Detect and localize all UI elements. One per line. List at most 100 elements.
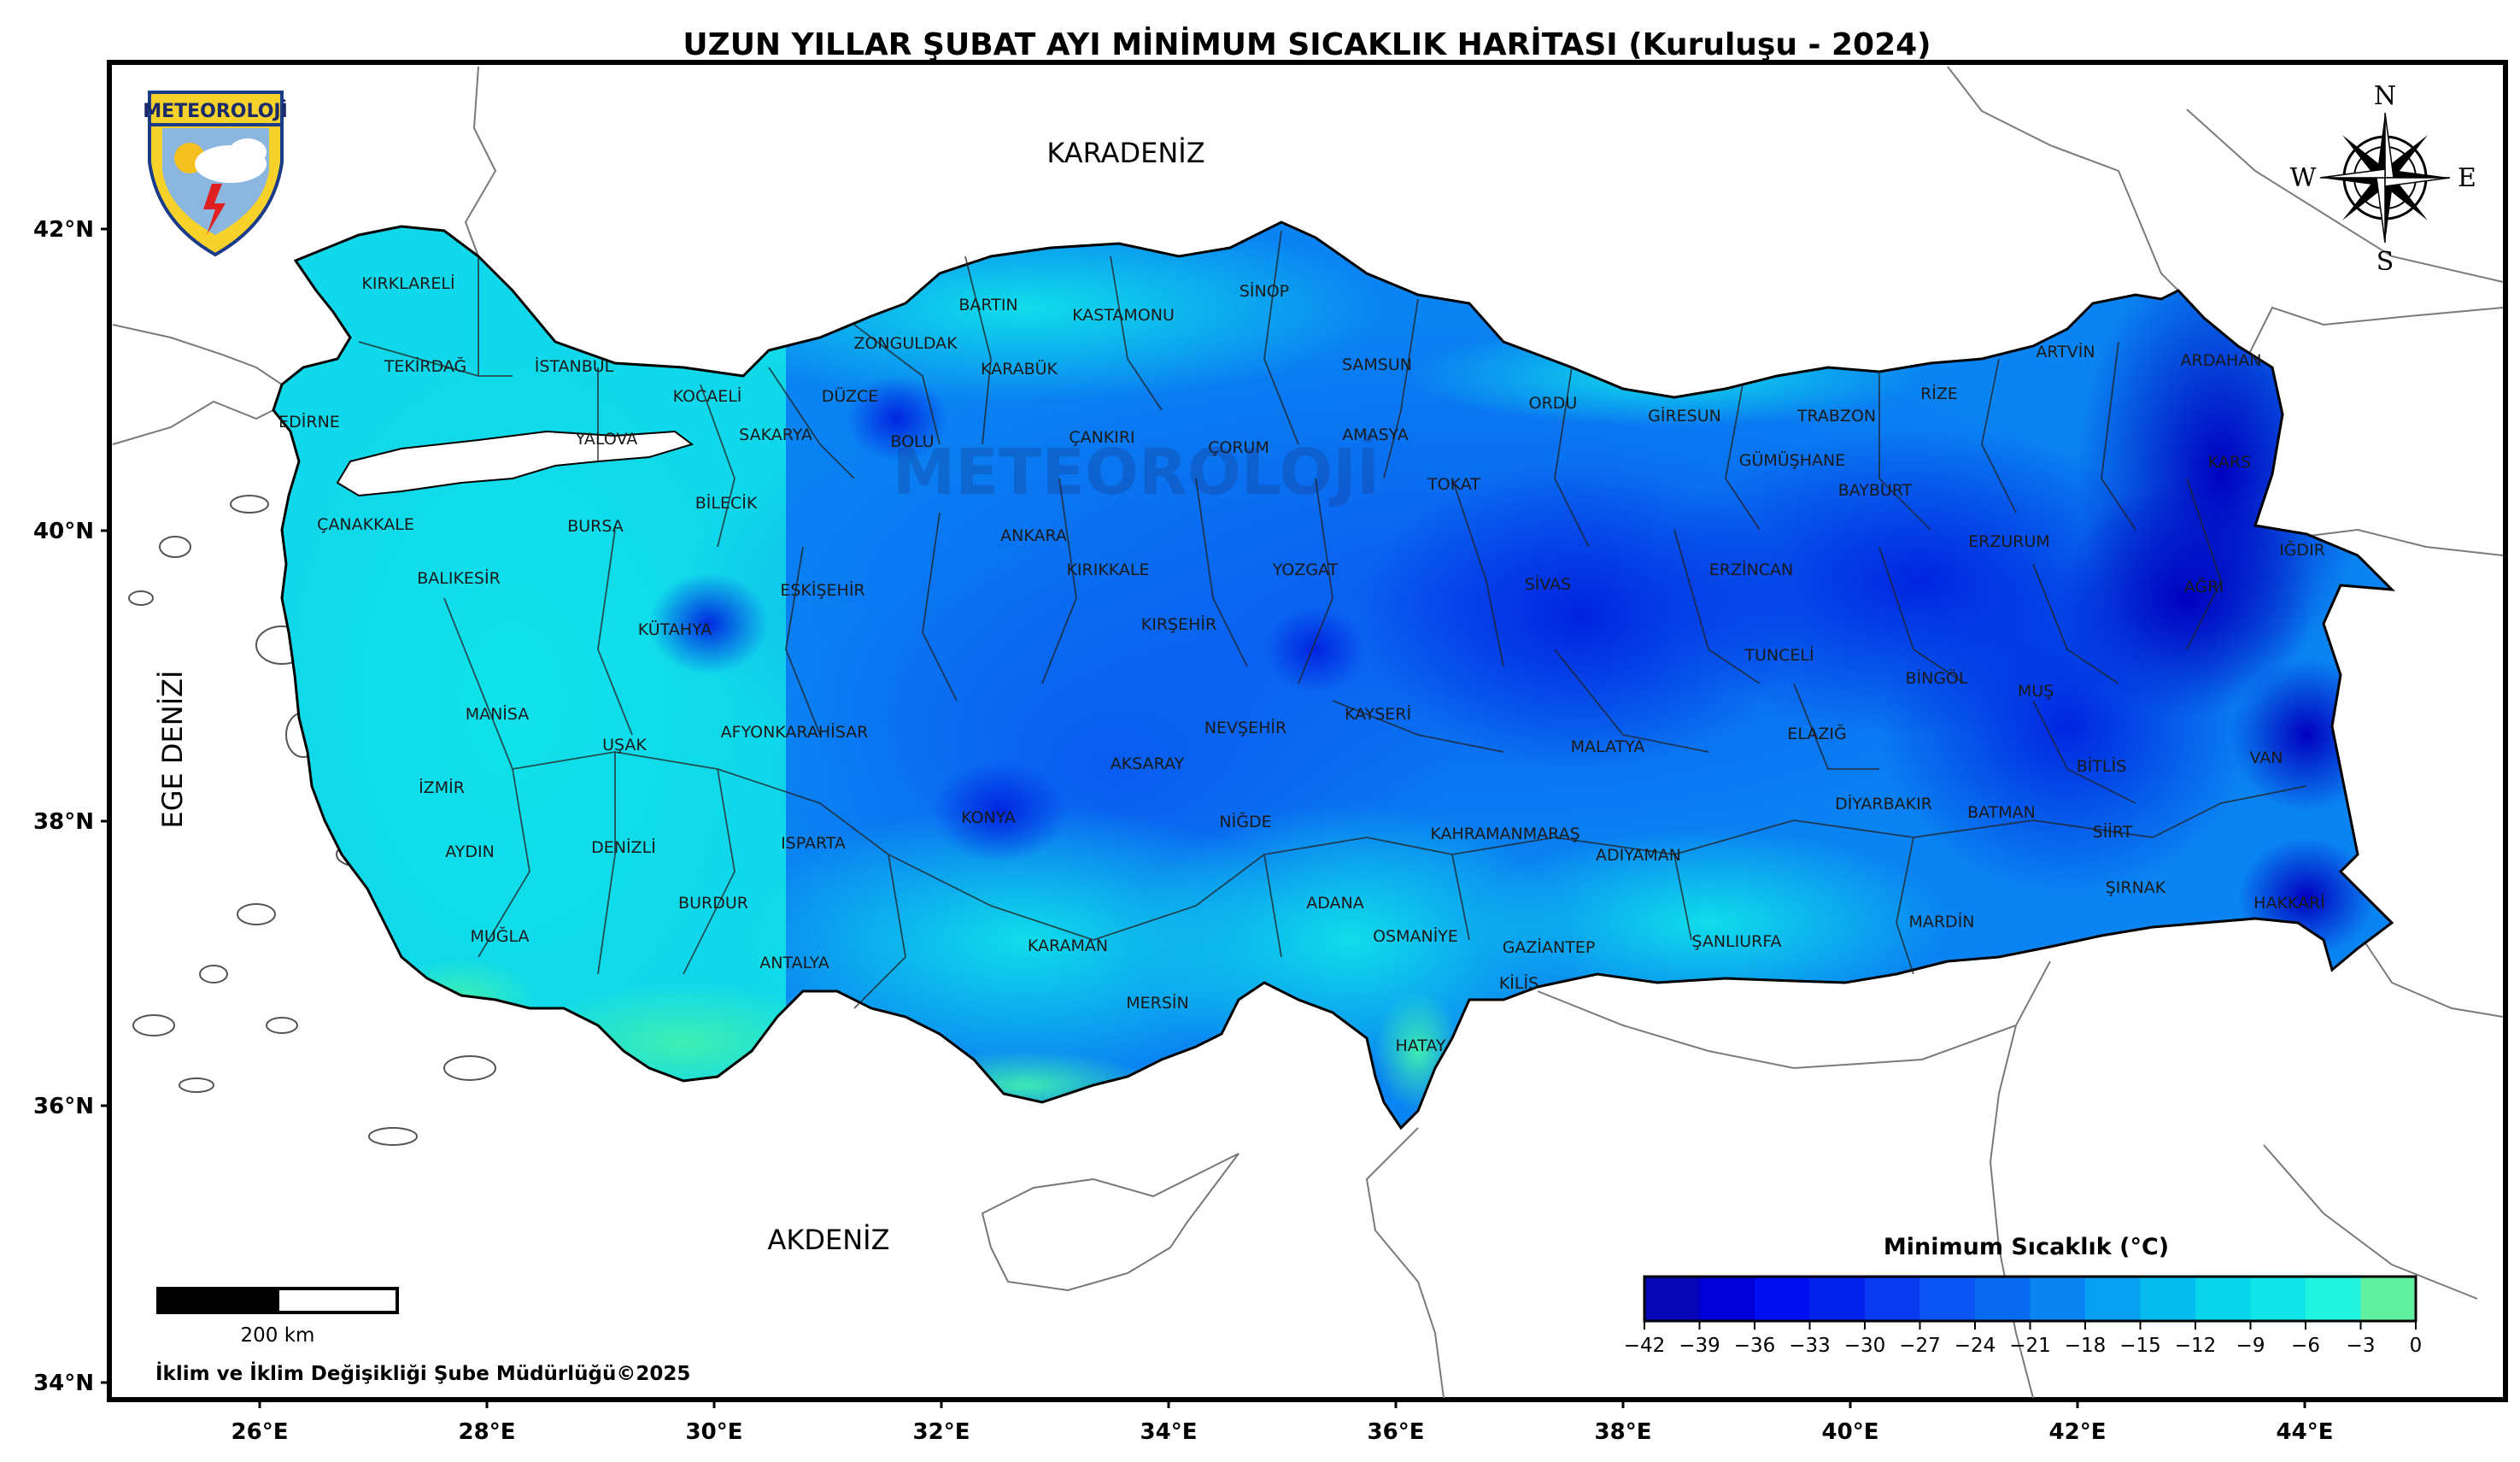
legend-swatch: [2140, 1277, 2196, 1321]
province-label: RİZE: [1920, 384, 1958, 403]
latitude-labels: 42°N 40°N 38°N 36°N 34°N: [33, 217, 109, 1396]
legend-tick-label: −33: [1789, 1335, 1831, 1357]
lat-label: 42°N: [33, 217, 94, 243]
province-label: AYDIN: [445, 843, 495, 861]
province-label: ADIYAMAN: [1596, 846, 1681, 865]
legend-swatch: [1699, 1277, 1755, 1321]
province-labels: KIRKLARELİ TEKİRDAĞ EDİRNE İSTANBUL KOCA…: [278, 273, 2325, 1055]
scale-bar-label: 200 km: [241, 1324, 315, 1347]
province-label: AMASYA: [1342, 426, 1409, 444]
province-label: OSMANİYE: [1373, 926, 1458, 946]
legend-tick-label: −24: [1954, 1335, 1996, 1357]
legend-swatch: [2250, 1277, 2306, 1321]
province-label: ÇORUM: [1208, 438, 1269, 457]
province-label: SİİRT: [2093, 822, 2133, 842]
province-label: BURSA: [567, 517, 624, 536]
legend-tick-label: −36: [1734, 1335, 1776, 1357]
province-borders: [358, 230, 2307, 1009]
legend-swatch: [1919, 1277, 1976, 1321]
province-label: DENİZLİ: [591, 837, 656, 857]
province-label: ERZİNCAN: [1709, 560, 1794, 579]
lat-label: 38°N: [33, 809, 94, 835]
province-label: ISPARTA: [781, 834, 846, 853]
province-label: KİLİS: [1499, 973, 1538, 993]
province-label: ARTVİN: [2036, 342, 2095, 361]
compass-w: W: [2290, 163, 2317, 193]
legend-tick-label: −39: [1679, 1335, 1720, 1357]
map-title: UZUN YILLAR ŞUBAT AYI MİNİMUM SICAKLIK H…: [683, 26, 1931, 62]
province-label: KIRŞEHİR: [1141, 614, 1216, 634]
province-label: TRABZON: [1796, 407, 1876, 426]
lon-label: 26°E: [231, 1419, 289, 1445]
compass-rose: N S E W: [2290, 81, 2476, 277]
legend-swatches: [1643, 1275, 2417, 1323]
lon-label: 30°E: [686, 1419, 743, 1445]
province-label: SAMSUN: [1342, 355, 1412, 374]
province-label: MARDİN: [1908, 912, 1974, 931]
province-label: ELAZIĞ: [1787, 723, 1846, 743]
province-label: KAHRAMANMARAŞ: [1430, 825, 1579, 843]
province-label: HAKKARİ: [2253, 893, 2325, 913]
lon-label: 38°E: [1595, 1419, 1652, 1445]
province-label: KARAMAN: [1028, 937, 1108, 955]
province-label: AĞRI: [2184, 576, 2224, 596]
province-label: BİTLİS: [2077, 756, 2127, 776]
province-label: KASTAMONU: [1072, 306, 1175, 325]
province-label: TEKİRDAĞ: [384, 355, 467, 376]
legend-tick-label: −21: [2009, 1335, 2051, 1357]
province-label: ESKİŞEHİR: [780, 580, 864, 600]
cyprus-outline: [981, 1153, 1239, 1292]
province-label: AKSARAY: [1111, 754, 1185, 773]
province-label: KONYA: [961, 808, 1016, 827]
legend-swatch: [2085, 1277, 2141, 1321]
province-label: KIRKLARELİ: [361, 273, 454, 293]
legend-tick-label: −12: [2175, 1335, 2217, 1357]
legend: Minimum Sıcaklık (°C) −42 −39 −36 −33 −30 −27…: [1624, 1234, 2423, 1357]
legend-swatch: [1644, 1277, 1700, 1321]
legend-tick-label: −18: [2065, 1335, 2107, 1357]
province-label: GİRESUN: [1648, 406, 1721, 426]
province-label: TOKAT: [1427, 475, 1480, 494]
province-label: KOCAELİ: [673, 386, 742, 406]
province-label: KIRIKKALE: [1066, 561, 1149, 579]
sea-label-aegean: EGE DENİZİ: [156, 671, 189, 829]
legend-tick-label: −27: [1899, 1335, 1941, 1357]
legend-tick-label: −42: [1624, 1335, 1666, 1357]
province-label: BARTIN: [958, 296, 1017, 314]
province-label: İZMİR: [419, 778, 465, 797]
province-label: ÇANAKKALE: [317, 515, 414, 534]
marmara-sea: [336, 430, 694, 497]
province-label: ORDU: [1529, 394, 1578, 413]
province-label: ŞIRNAK: [2106, 878, 2166, 897]
province-label: NİĞDE: [1219, 811, 1271, 831]
province-label: AFYONKARAHİSAR: [721, 722, 869, 742]
watermark: METEOROLOJİ: [893, 434, 1380, 509]
credit-text: İklim ve İklim Değişikliği Şube Müdürlüğ…: [155, 1361, 690, 1385]
province-label: MUĞLA: [470, 925, 529, 946]
legend-swatch: [2195, 1277, 2251, 1321]
province-label: ŞANLIURFA: [1691, 932, 1781, 951]
province-label: DÜZCE: [822, 386, 879, 406]
legend-tick-label: 0: [2410, 1335, 2423, 1357]
province-label: IĞDIR: [2279, 539, 2325, 560]
lon-label: 28°E: [459, 1419, 516, 1445]
province-label: NEVŞEHİR: [1204, 718, 1286, 737]
province-label: YOZGAT: [1272, 561, 1339, 579]
province-label: BALIKESİR: [417, 568, 501, 588]
province-label: GÜMÜŞHANE: [1739, 450, 1846, 470]
province-label: BATMAN: [1967, 803, 2036, 822]
province-label: ÇANKIRI: [1069, 428, 1134, 447]
province-label: KARABÜK: [981, 359, 1058, 379]
scale-bar: 200 km: [156, 1287, 399, 1347]
province-label: BAYBURT: [1838, 481, 1913, 500]
legend-tick-label: −3: [2347, 1335, 2376, 1357]
compass-n: N: [2374, 81, 2396, 111]
meteoroloji-logo: METEOROLOJİ: [143, 91, 288, 257]
legend-tick-label: −9: [2236, 1335, 2265, 1357]
legend-ticks: −42 −39 −36 −33 −30 −27 −24 −21 −18 −15 −12 −9 −6 −3 0: [1624, 1321, 2423, 1357]
province-label: DİYARBAKIR: [1835, 794, 1932, 813]
province-label: BURDUR: [678, 894, 748, 913]
compass-s: S: [2376, 247, 2394, 277]
province-label: TUNCELİ: [1743, 645, 1814, 665]
province-label: ADANA: [1306, 894, 1364, 913]
